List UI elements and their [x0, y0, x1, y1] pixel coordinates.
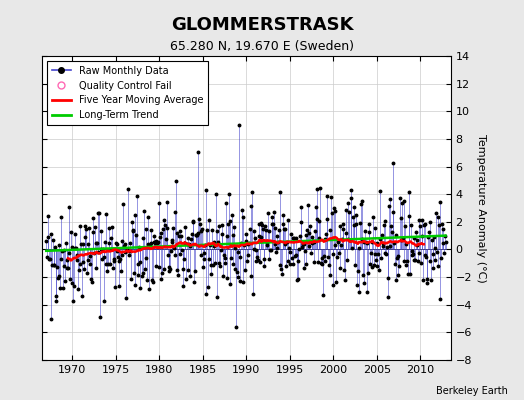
Text: Berkeley Earth: Berkeley Earth	[436, 386, 508, 396]
Text: 65.280 N, 19.670 E (Sweden): 65.280 N, 19.670 E (Sweden)	[170, 40, 354, 53]
Text: GLOMMERSTRASK: GLOMMERSTRASK	[171, 16, 353, 34]
Y-axis label: Temperature Anomaly (°C): Temperature Anomaly (°C)	[476, 134, 486, 282]
Legend: Raw Monthly Data, Quality Control Fail, Five Year Moving Average, Long-Term Tren: Raw Monthly Data, Quality Control Fail, …	[47, 61, 208, 125]
